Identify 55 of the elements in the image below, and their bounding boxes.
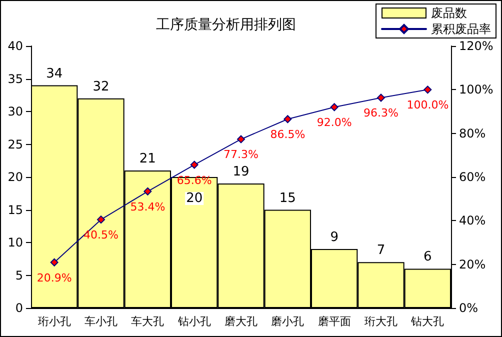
data-label: 65.6% [176, 174, 212, 187]
y2-tick-label: 60% [459, 170, 486, 184]
y2-tick-label: 0% [459, 301, 478, 315]
point [97, 216, 105, 224]
y-tick-label: 10 [8, 236, 23, 250]
y2-tick-label: 40% [459, 214, 486, 228]
y2-tick-label: 80% [459, 126, 486, 140]
point [50, 258, 58, 266]
data-label: 40.5% [84, 228, 118, 242]
x-tick-label: 磨大孔 [224, 315, 258, 328]
y-tick-label: 35 [8, 72, 23, 86]
point [237, 135, 245, 144]
data-label: 77.3% [224, 148, 258, 162]
point [144, 187, 152, 196]
point [424, 86, 432, 94]
y2-tick-label: 20% [459, 257, 486, 272]
data-label: 21 [139, 151, 156, 166]
data-label: 92.0% [316, 116, 352, 130]
data-label: 7 [376, 243, 386, 258]
x-tick-label: 珩小孔 [38, 315, 71, 328]
point [377, 94, 385, 102]
data-label: 15 [279, 190, 296, 206]
y-tick-label: 20 [8, 170, 23, 184]
point [330, 103, 338, 112]
y2-tick-label: 100% [459, 82, 494, 97]
data-label: 96.3% [364, 106, 398, 120]
data-label: 20.9% [36, 271, 72, 284]
point [190, 160, 198, 169]
data-label: 32 [92, 79, 110, 94]
legend-label: 废品数 [431, 6, 467, 20]
x-tick-label: 钻大孔 [410, 315, 444, 328]
x-tick-label: 钻小孔 [176, 315, 211, 328]
data-label: 34 [46, 66, 63, 82]
data-label: 20 [186, 191, 203, 206]
x-tick-label: 车小孔 [84, 315, 118, 328]
y-tick-label: 5 [15, 268, 23, 282]
y-tick-label: 25 [8, 137, 23, 152]
data-label: 100.0% [406, 98, 449, 112]
y-tick-label: 0 [15, 301, 23, 315]
data-label: 9 [330, 230, 338, 246]
chart-title: 工序质量分析用排列图 [156, 17, 296, 33]
x-tick-label: 车大孔 [131, 315, 164, 328]
y-tick-label: 30 [8, 104, 23, 118]
y2-tick-label: 120% [459, 39, 494, 53]
x-tick-label: 珩大孔 [364, 315, 398, 328]
point [284, 115, 292, 124]
legend-label: 累积废品率 [431, 22, 491, 36]
data-label: 53.4% [130, 200, 166, 214]
x-tick-label: 磨平面 [318, 315, 351, 328]
x-tick-label: 磨小孔 [271, 315, 304, 328]
data-label: 86.5% [270, 128, 306, 142]
y-tick-label: 40 [8, 39, 23, 53]
data-label: 19 [232, 164, 250, 180]
y-tick-label: 15 [8, 202, 23, 217]
data-label: 6 [424, 250, 432, 265]
